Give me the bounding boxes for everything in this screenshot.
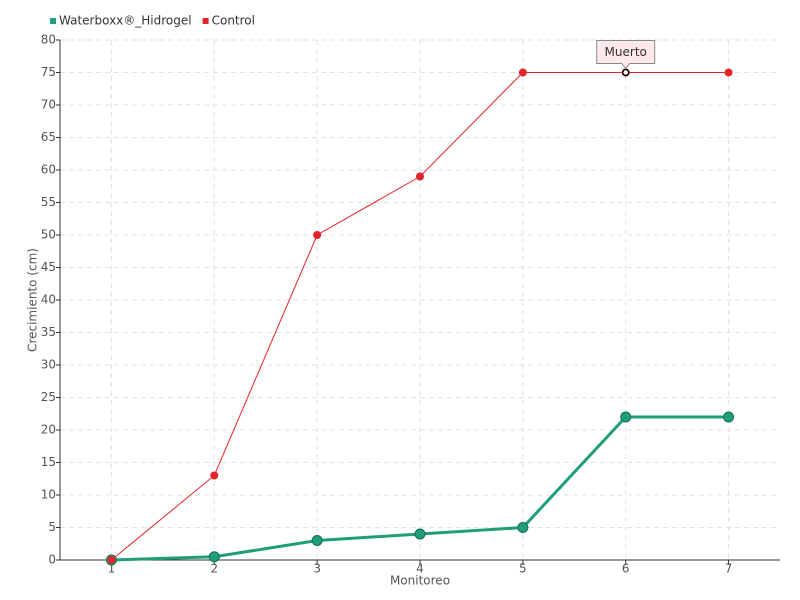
data-point: [723, 411, 735, 423]
x-tick-label: 6: [622, 562, 630, 576]
data-point: [517, 522, 529, 533]
highlight-point: [621, 68, 630, 77]
annotation-box: [596, 40, 656, 70]
x-tick-label: 4: [416, 562, 424, 576]
legend-label: Waterboxx®_Hidrogel: [59, 14, 192, 28]
y-tick-label: 50: [41, 228, 56, 242]
data-point: [208, 551, 220, 563]
data-point: [107, 556, 116, 564]
data-point: [620, 411, 632, 423]
data-point: [414, 528, 426, 540]
data-point: [416, 172, 424, 181]
legend-swatch: [202, 18, 209, 24]
data-point: [210, 471, 219, 480]
y-axis-label: Crecimiento (cm): [26, 248, 40, 352]
y-tick-label: 80: [41, 33, 56, 47]
y-tick-label: 40: [41, 293, 56, 307]
y-tick-label: 25: [41, 390, 56, 404]
data-point: [313, 231, 322, 239]
y-tick-label: 55: [41, 195, 56, 209]
data-point: [311, 535, 323, 546]
y-tick-label: 45: [41, 260, 56, 274]
legend-label: Control: [212, 14, 255, 28]
y-tick-label: 65: [41, 130, 56, 144]
annotation: Muerto: [605, 45, 647, 59]
x-tick-label: 2: [210, 562, 218, 576]
data-point: [724, 68, 733, 77]
y-tick-label: 75: [41, 65, 56, 79]
x-tick-label: 1: [108, 562, 116, 576]
series-line: [111, 72, 729, 561]
y-tick-label: 5: [48, 520, 56, 534]
legend-swatch: [50, 18, 56, 24]
x-tick-label: 7: [725, 562, 733, 576]
x-tick-label: 3: [313, 562, 321, 576]
x-tick-label: 5: [519, 562, 527, 576]
x-axis-label: Monitoreo: [390, 574, 450, 588]
y-tick-label: 70: [41, 98, 56, 112]
y-tick-label: 30: [41, 358, 56, 372]
y-tick-label: 20: [41, 423, 56, 437]
y-tick-label: 35: [41, 325, 56, 339]
y-tick-label: 10: [41, 488, 56, 502]
y-tick-label: 0: [48, 553, 56, 567]
y-tick-label: 15: [41, 455, 56, 469]
y-tick-label: 60: [41, 163, 56, 177]
data-point: [518, 68, 527, 77]
